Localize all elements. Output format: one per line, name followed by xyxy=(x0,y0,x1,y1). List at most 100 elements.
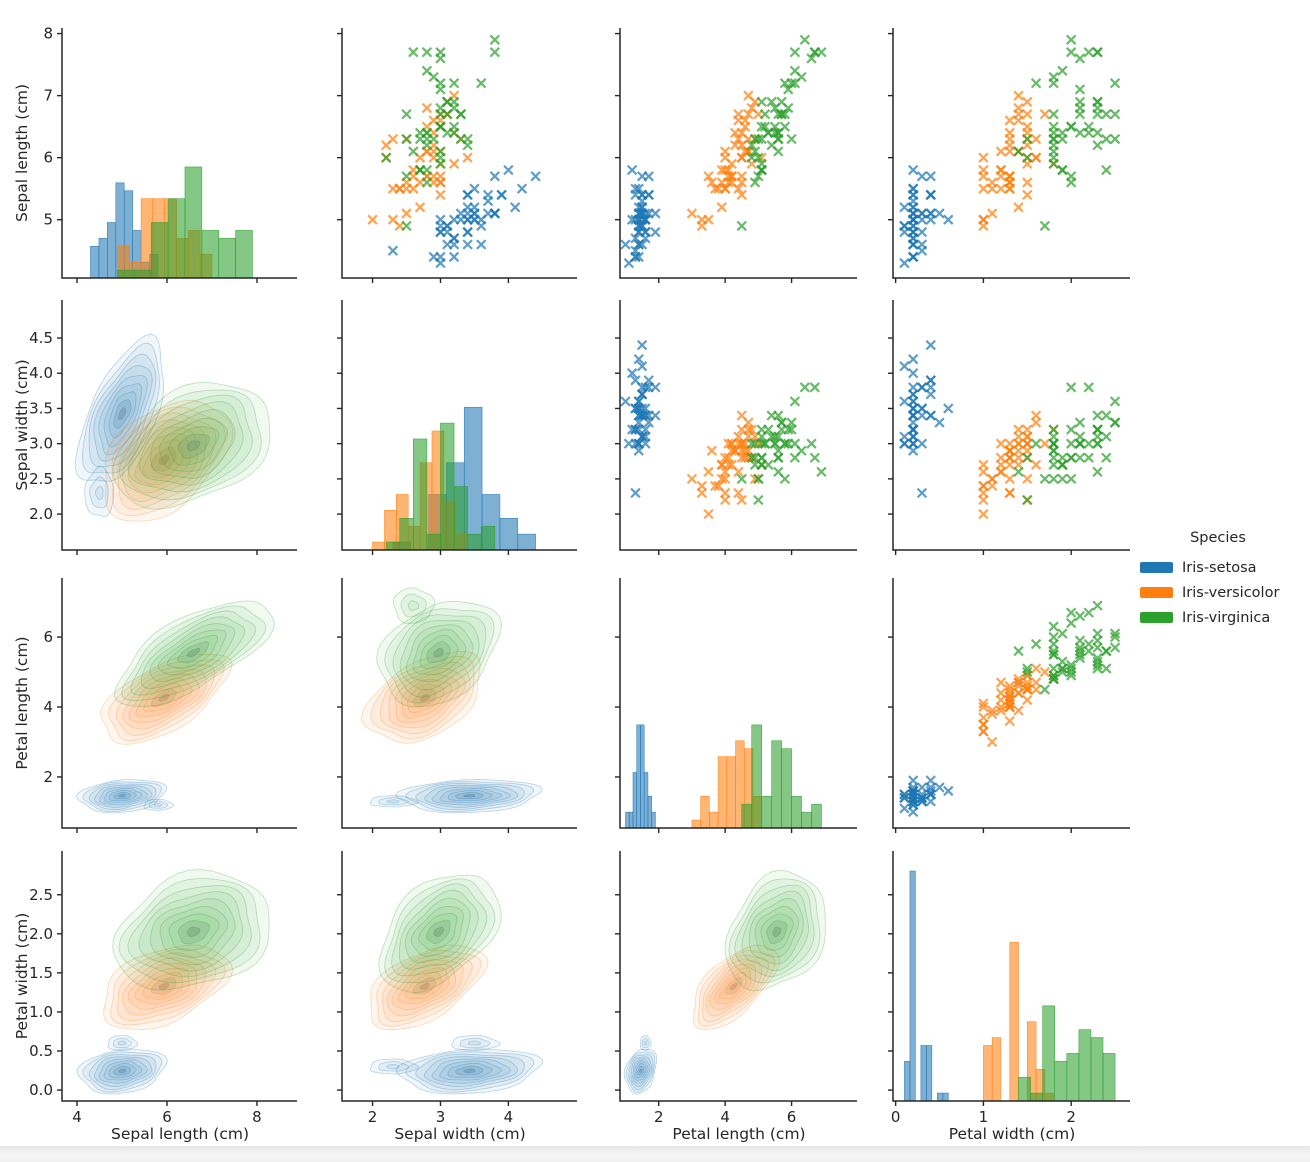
scatter-point xyxy=(1092,663,1103,674)
kde-contour xyxy=(713,967,752,1005)
kde-contour xyxy=(93,1056,153,1088)
scatter-point xyxy=(387,214,399,225)
kde-contour xyxy=(760,913,794,951)
kde-contour xyxy=(117,1040,127,1046)
scatter-point xyxy=(1004,115,1015,126)
kde-contour xyxy=(122,669,207,730)
scatter-point xyxy=(710,480,721,492)
scatter-point xyxy=(455,109,467,120)
scatter-point xyxy=(759,438,771,449)
scatter-point xyxy=(1022,189,1033,201)
scatter-point xyxy=(753,473,764,485)
scatter-point xyxy=(640,403,651,414)
axes-spines xyxy=(619,300,857,551)
kde-contour xyxy=(410,905,464,957)
histogram-bar xyxy=(117,269,135,278)
scatter-point xyxy=(1057,65,1068,76)
scatter-point xyxy=(1030,410,1042,421)
y-tick-label: 3.5 xyxy=(29,399,53,417)
kde-contour xyxy=(110,948,226,1026)
scatter-point xyxy=(987,705,998,716)
kde-contour xyxy=(100,654,233,745)
histogram-bar xyxy=(909,870,916,1101)
histogram-bar xyxy=(167,198,186,278)
kde-contour xyxy=(135,677,193,718)
scatter-point xyxy=(995,677,1007,688)
kde-contour xyxy=(404,971,443,1000)
histogram-bar xyxy=(632,772,638,828)
legend-label-setosa: Iris-setosa xyxy=(1182,559,1257,576)
scatter-point xyxy=(925,789,936,800)
axes-spines xyxy=(341,28,577,279)
scatter-point xyxy=(1092,600,1103,611)
scatter-point xyxy=(769,127,781,139)
kde-contour xyxy=(748,897,804,965)
scatter-point xyxy=(776,109,787,120)
kde-contour xyxy=(150,409,236,479)
kde-contour xyxy=(95,486,104,500)
panel-r3-c3: 0 1 2 xyxy=(888,851,1130,1126)
scatter-point xyxy=(1083,382,1094,393)
scatter-point xyxy=(1066,424,1077,435)
scatter-point xyxy=(1074,610,1086,622)
scatter-point xyxy=(1066,34,1077,45)
kde-contour xyxy=(128,673,201,723)
scatter-point xyxy=(633,239,644,250)
kde-contour xyxy=(370,655,475,740)
scatter-point xyxy=(925,208,936,219)
kde-contour xyxy=(88,783,157,811)
kde-contour xyxy=(734,884,815,977)
histogram-bar xyxy=(991,1037,1002,1101)
kde-contour xyxy=(405,624,474,683)
kde-contour xyxy=(433,926,444,938)
histogram-bar xyxy=(937,1092,944,1101)
scatter-point xyxy=(1013,466,1024,478)
scatter-point xyxy=(650,226,661,238)
histogram-bar xyxy=(150,222,169,278)
kde-contour xyxy=(630,1056,653,1087)
x-axis-label-petal-width: Petal width (cm) xyxy=(948,1125,1076,1143)
scatter-point xyxy=(809,382,820,393)
scatter-point xyxy=(640,382,651,393)
axes-spines xyxy=(892,28,1130,279)
scatter-point xyxy=(816,466,827,478)
kde-contour xyxy=(150,898,236,966)
x-tick-label: 2 xyxy=(654,1108,664,1126)
scatter-point xyxy=(421,177,433,188)
kde-contour xyxy=(177,433,210,459)
scatter-point xyxy=(1066,670,1077,681)
scatter-point xyxy=(1101,663,1112,674)
kde-contour xyxy=(150,977,177,996)
kde-contour xyxy=(423,1056,519,1088)
scatter-point xyxy=(899,202,910,213)
scatter-point xyxy=(1013,705,1024,716)
kde-contour xyxy=(118,794,127,798)
kde-contour xyxy=(455,791,484,800)
scatter-point xyxy=(773,431,784,442)
kde-contour xyxy=(370,944,489,1031)
scatter-point xyxy=(1004,140,1015,151)
scatter-point xyxy=(414,202,426,213)
scatter-point xyxy=(719,494,731,506)
scatter-point xyxy=(1004,487,1015,499)
scatter-point xyxy=(779,78,791,89)
scatter-point xyxy=(1039,684,1051,695)
scatter-point xyxy=(789,438,801,449)
scatter-point xyxy=(1030,78,1042,89)
kde-contour xyxy=(117,412,217,510)
y-tick-label: 1.5 xyxy=(29,964,53,982)
scatter-point xyxy=(489,34,500,45)
kde-contour xyxy=(407,600,419,611)
histogram-bar xyxy=(983,1045,993,1101)
scatter-point xyxy=(421,65,433,76)
kde-contour xyxy=(112,381,271,510)
kde-contour xyxy=(431,786,511,806)
kde-contour xyxy=(705,959,763,1017)
kde-contour xyxy=(118,878,261,984)
scatter-point xyxy=(1074,431,1086,442)
scatter-point xyxy=(773,452,784,463)
histogram-bar xyxy=(134,269,152,278)
scatter-point xyxy=(1092,635,1103,646)
scatter-point xyxy=(908,164,919,176)
